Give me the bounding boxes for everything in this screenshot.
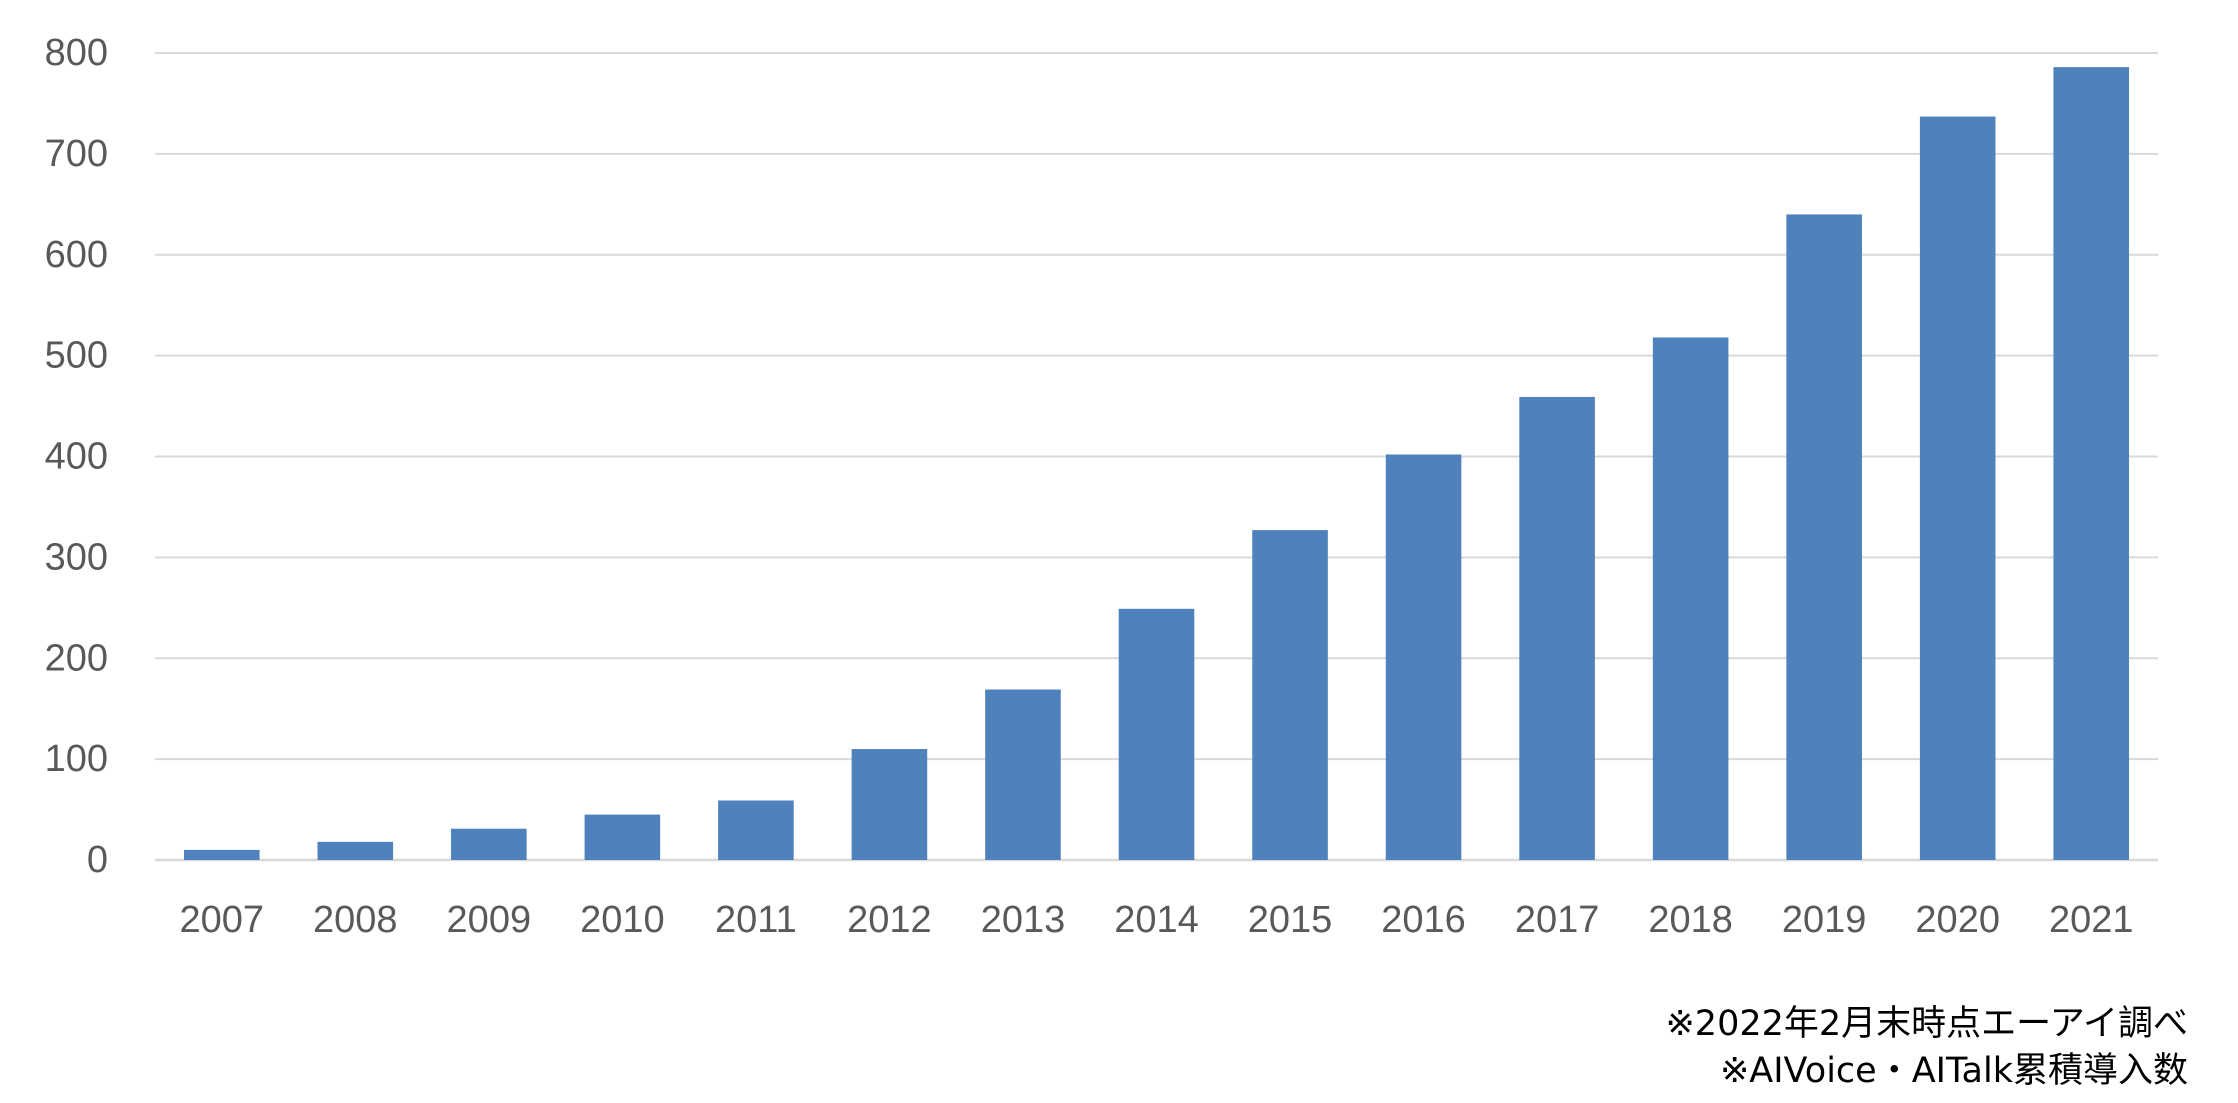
y-tick-label: 600	[45, 234, 108, 276]
bar-2020	[1919, 116, 1996, 860]
x-tick-label: 2015	[1248, 899, 1333, 941]
x-tick-label: 2021	[2049, 899, 2134, 941]
bar-2019	[1786, 214, 1862, 860]
bar-2011	[718, 800, 794, 860]
x-tick-label: 2014	[1114, 899, 1199, 941]
x-tick-label: 2017	[1515, 899, 1600, 941]
x-tick-label: 2016	[1381, 899, 1466, 941]
x-tick-label: 2007	[179, 899, 264, 941]
y-tick-label: 500	[45, 335, 108, 377]
x-tick-label: 2011	[715, 899, 797, 941]
y-tick-label: 0	[87, 839, 108, 881]
y-tick-label: 200	[45, 637, 108, 679]
bar-2008	[317, 841, 394, 860]
bar-2017	[1519, 396, 1595, 860]
y-tick-label: 400	[45, 436, 108, 478]
bar-2015	[1252, 530, 1328, 860]
y-axis-tick-labels: 0 100 200 300 400 500 600 700 800	[45, 32, 108, 881]
x-axis-tick-labels: 2007 2008 2009 2010 2011 2012 2013 2014 2015 2016…	[179, 899, 2133, 941]
bars	[183, 67, 2130, 860]
bar-2007	[183, 849, 260, 860]
x-tick-label: 2009	[447, 899, 532, 941]
bar-2018	[1652, 337, 1729, 860]
y-tick-label: 300	[45, 536, 108, 578]
annotation-metric: ※AIVoice・AITalk累積導入数	[1719, 1051, 2188, 1091]
x-tick-label: 2020	[1915, 899, 2000, 941]
bar-2009	[451, 828, 527, 860]
bar-2021	[2053, 67, 2130, 860]
x-tick-label: 2010	[580, 899, 665, 941]
y-tick-label: 700	[45, 133, 108, 175]
bar-2016	[1385, 454, 1462, 860]
y-tick-label: 800	[45, 32, 108, 74]
x-tick-label: 2018	[1648, 899, 1733, 941]
annotation-source: ※2022年2月末時点エーアイ調べ	[1665, 1004, 2188, 1044]
x-tick-label: 2012	[847, 899, 932, 941]
x-tick-label: 2008	[313, 899, 398, 941]
y-tick-label: 100	[45, 738, 108, 780]
gridlines	[155, 52, 2158, 862]
x-tick-label: 2019	[1782, 899, 1867, 941]
bar-2014	[1118, 608, 1195, 860]
bar-2013	[985, 689, 1061, 860]
bar-2010	[584, 814, 661, 860]
bar-2012	[851, 749, 928, 860]
x-tick-label: 2013	[981, 899, 1066, 941]
